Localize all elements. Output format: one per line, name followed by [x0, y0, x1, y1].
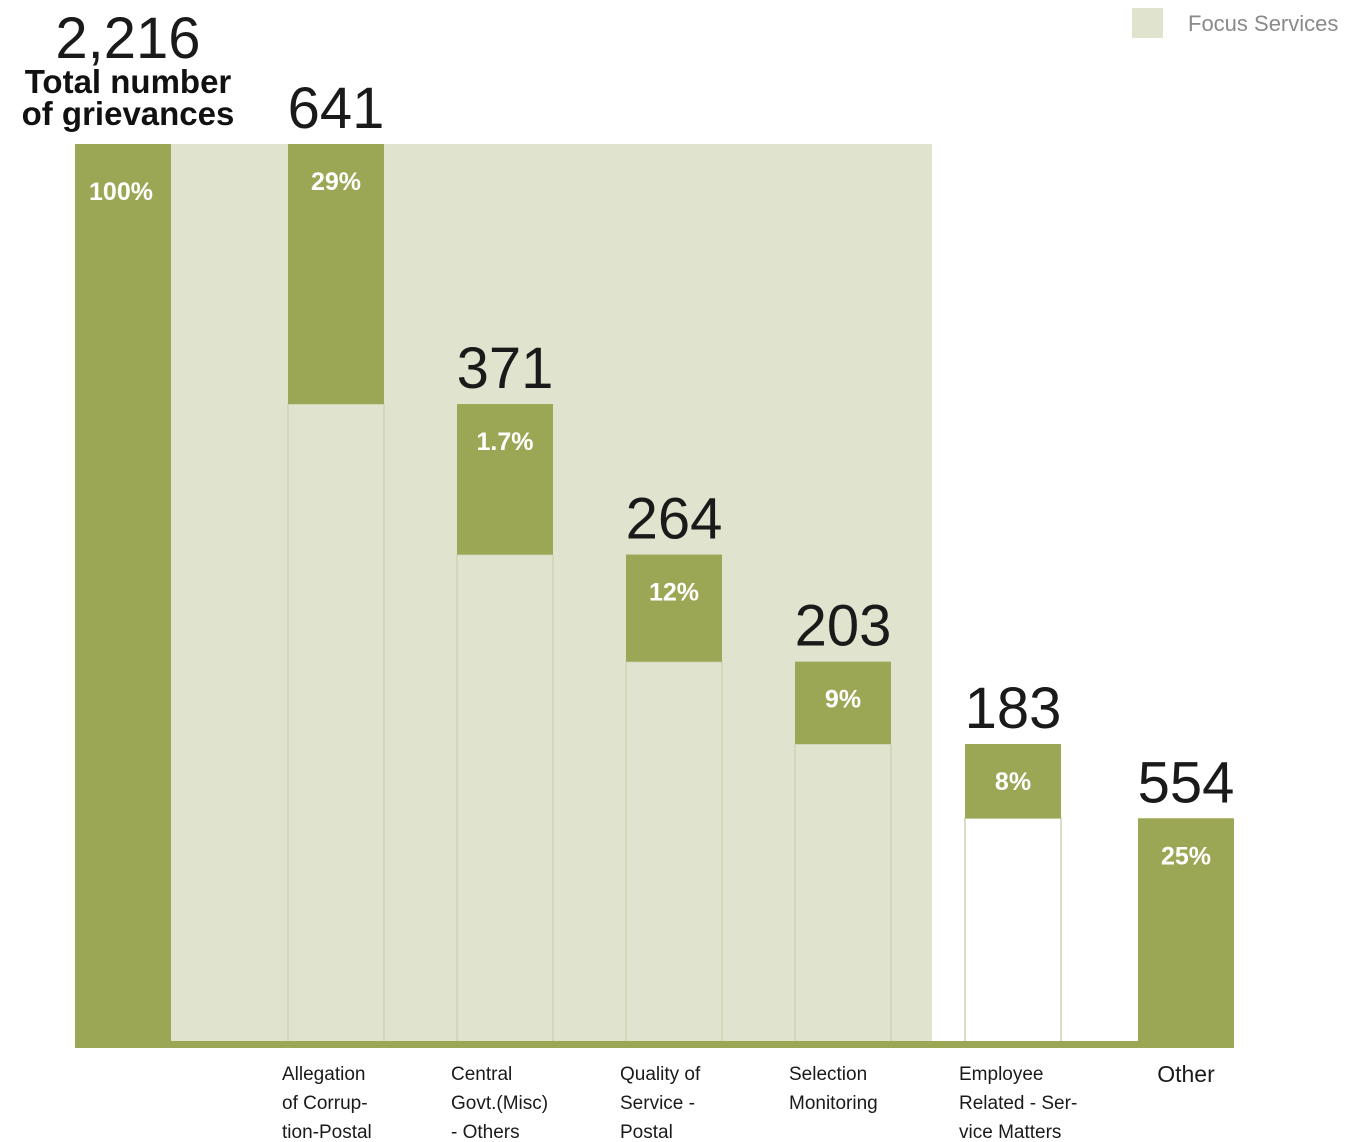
bar-percent-label: 12%: [649, 579, 699, 607]
bar-remainder: [287, 403, 385, 1044]
bar-remainder: [456, 553, 554, 1044]
bar-value-label: 641: [288, 76, 385, 141]
category-label-line: Central: [451, 1064, 512, 1085]
bar-value-label: 371: [457, 336, 554, 401]
bar-remainder: [625, 660, 723, 1044]
category-label-line: Selection: [789, 1064, 867, 1085]
total-percent-label: 100%: [89, 178, 153, 206]
bar-segment: [626, 554, 722, 662]
bar-segment: [1138, 818, 1234, 1043]
bar-percent-label: 25%: [1161, 842, 1211, 870]
bar-value-label: 264: [626, 487, 723, 552]
legend: Focus Services: [1132, 8, 1338, 38]
bar-remainder: [964, 817, 1062, 1044]
category-label-line: Quality of: [620, 1064, 701, 1085]
total-value-label: 2,216: [55, 6, 200, 71]
category-label-line: tion-Postal: [282, 1122, 372, 1142]
category-label-line: Other: [1157, 1061, 1215, 1087]
category-label-line: - Others: [451, 1122, 520, 1142]
category-label-line: Related - Ser-: [959, 1093, 1077, 1114]
category-label-line: Employee: [959, 1064, 1044, 1085]
bar-percent-label: 8%: [995, 768, 1031, 796]
category-label-line: Postal: [620, 1122, 673, 1142]
bar-segment: [288, 144, 384, 405]
bar-segment: [965, 744, 1061, 819]
baseline: [75, 1041, 1234, 1048]
total-label-line: of grievances: [22, 95, 235, 132]
category-label-line: of Corrup-: [282, 1093, 368, 1114]
category-label-line: Service -: [620, 1093, 695, 1114]
total-label-line: Total number: [25, 63, 232, 100]
bars-layer: [75, 144, 1234, 1048]
category-label-line: Monitoring: [789, 1093, 878, 1114]
legend-swatch-focus-services: [1132, 8, 1163, 38]
bar-value-label: 554: [1138, 750, 1235, 815]
category-label-line: Govt.(Misc): [451, 1093, 548, 1114]
legend-label-focus-services: Focus Services: [1188, 11, 1338, 36]
bar-percent-label: 9%: [825, 686, 861, 714]
bar-segment: [457, 404, 553, 555]
bar-value-label: 203: [795, 594, 892, 659]
bar-percent-label: 1.7%: [477, 428, 534, 456]
category-label-line: Allegation: [282, 1064, 365, 1085]
category-label-line: vice Matters: [959, 1122, 1061, 1142]
total-bar: [75, 144, 171, 1043]
bar-remainder: [794, 743, 892, 1044]
bar-value-label: 183: [965, 676, 1062, 741]
bar-percent-label: 29%: [311, 168, 361, 196]
bar-segment: [795, 661, 891, 745]
